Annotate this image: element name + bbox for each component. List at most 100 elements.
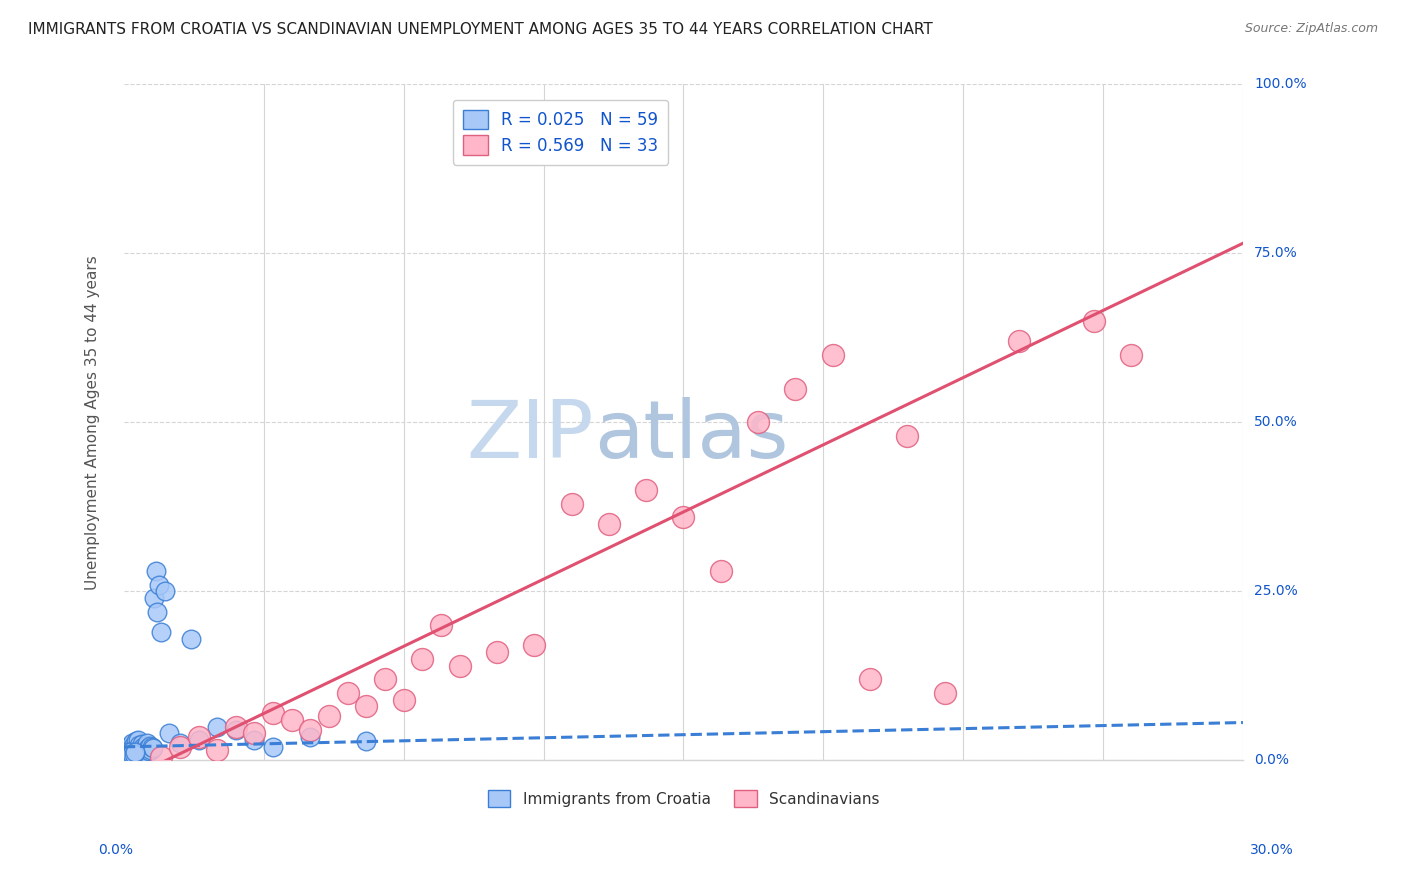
Point: [318, 709, 340, 723]
Text: 0.0%: 0.0%: [1254, 754, 1289, 767]
Point: [127, 733, 149, 747]
Point: [710, 564, 733, 578]
Point: [523, 639, 546, 653]
Point: [118, 748, 141, 763]
Text: IMMIGRANTS FROM CROATIA VS SCANDINAVIAN UNEMPLOYMENT AMONG AGES 35 TO 44 YEARS C: IMMIGRANTS FROM CROATIA VS SCANDINAVIAN …: [28, 22, 932, 37]
Point: [281, 713, 304, 727]
Point: [449, 658, 471, 673]
Text: Source: ZipAtlas.com: Source: ZipAtlas.com: [1244, 22, 1378, 36]
Point: [243, 733, 266, 747]
Point: [142, 741, 165, 756]
Point: [131, 739, 153, 754]
Point: [225, 723, 247, 737]
Point: [1119, 348, 1142, 362]
Point: [225, 720, 247, 734]
Point: [187, 733, 209, 747]
Point: [785, 382, 807, 396]
Point: [356, 734, 378, 748]
Y-axis label: Unemployment Among Ages 35 to 44 years: Unemployment Among Ages 35 to 44 years: [86, 255, 100, 590]
Point: [430, 618, 453, 632]
Point: [124, 742, 146, 756]
Point: [124, 744, 146, 758]
Text: 30.0%: 30.0%: [1250, 843, 1294, 857]
Point: [187, 730, 209, 744]
Point: [153, 584, 176, 599]
Text: 0.0%: 0.0%: [98, 843, 134, 857]
Point: [1008, 334, 1031, 349]
Point: [148, 577, 170, 591]
Point: [136, 736, 159, 750]
Point: [132, 743, 155, 757]
Point: [121, 747, 143, 761]
Point: [150, 624, 173, 639]
Point: [135, 739, 157, 754]
Point: [1083, 314, 1105, 328]
Point: [205, 720, 228, 734]
Point: [118, 745, 141, 759]
Point: [122, 747, 145, 762]
Point: [115, 749, 138, 764]
Text: 25.0%: 25.0%: [1254, 584, 1298, 599]
Text: ZIP: ZIP: [467, 397, 593, 475]
Point: [120, 740, 142, 755]
Point: [129, 741, 152, 756]
Point: [128, 746, 150, 760]
Point: [117, 747, 139, 762]
Point: [243, 726, 266, 740]
Point: [115, 745, 138, 759]
Point: [299, 723, 322, 737]
Point: [114, 747, 136, 761]
Point: [134, 745, 156, 759]
Point: [859, 673, 882, 687]
Point: [118, 739, 141, 753]
Point: [138, 744, 160, 758]
Point: [145, 564, 167, 578]
Point: [128, 738, 150, 752]
Point: [121, 737, 143, 751]
Point: [299, 730, 322, 744]
Point: [139, 739, 162, 753]
Point: [336, 686, 359, 700]
Point: [672, 510, 695, 524]
Point: [117, 739, 139, 754]
Point: [114, 750, 136, 764]
Point: [356, 699, 378, 714]
Point: [636, 483, 658, 497]
Text: 100.0%: 100.0%: [1254, 78, 1306, 92]
Point: [374, 673, 396, 687]
Point: [125, 734, 148, 748]
Point: [124, 745, 146, 759]
Point: [150, 750, 173, 764]
Point: [136, 740, 159, 755]
Point: [146, 605, 169, 619]
Point: [114, 747, 136, 761]
Point: [180, 632, 202, 646]
Point: [120, 745, 142, 759]
Point: [122, 739, 145, 754]
Text: 75.0%: 75.0%: [1254, 246, 1298, 260]
Text: 50.0%: 50.0%: [1254, 416, 1298, 429]
Legend: Immigrants from Croatia, Scandinavians: Immigrants from Croatia, Scandinavians: [481, 784, 886, 814]
Point: [139, 742, 162, 756]
Point: [169, 737, 191, 751]
Point: [747, 416, 769, 430]
Text: atlas: atlas: [593, 397, 789, 475]
Point: [142, 591, 165, 606]
Point: [135, 742, 157, 756]
Point: [205, 743, 228, 757]
Point: [117, 746, 139, 760]
Point: [896, 429, 918, 443]
Point: [141, 739, 163, 754]
Point: [262, 706, 284, 720]
Point: [117, 741, 139, 756]
Point: [131, 737, 153, 751]
Point: [157, 726, 180, 740]
Point: [169, 739, 191, 754]
Point: [262, 739, 284, 754]
Point: [485, 645, 508, 659]
Point: [115, 743, 138, 757]
Point: [821, 348, 844, 362]
Point: [392, 692, 415, 706]
Point: [125, 742, 148, 756]
Point: [560, 496, 582, 510]
